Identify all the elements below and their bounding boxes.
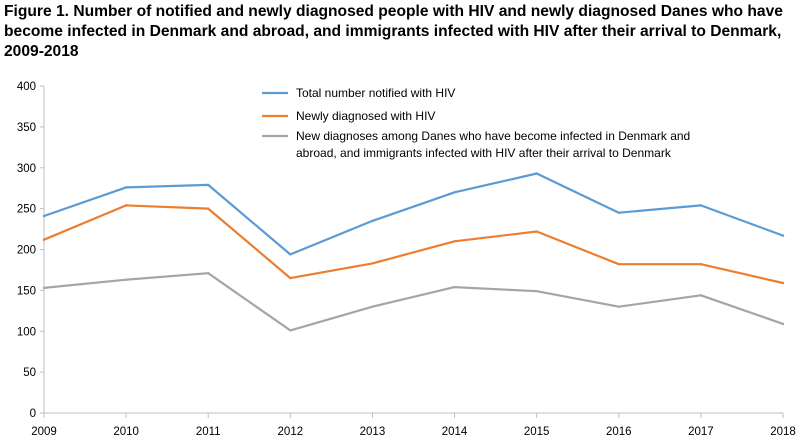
y-tick-label: 50: [23, 367, 36, 379]
data-point: [781, 281, 785, 285]
data-point: [371, 219, 374, 223]
x-tick-label: 2014: [442, 426, 468, 438]
data-point: [699, 204, 703, 207]
data-point: [535, 172, 538, 175]
chart-title: Figure 1. Number of notified and newly d…: [4, 3, 783, 60]
data-point: [453, 240, 456, 243]
series-line-2: [42, 204, 785, 285]
data-point: [371, 262, 374, 265]
y-tick-label: 200: [17, 245, 36, 257]
data-point: [289, 253, 292, 256]
data-point: [124, 278, 128, 281]
data-point: [617, 263, 620, 266]
data-point: [207, 272, 210, 275]
x-tick-label: 2011: [196, 426, 221, 438]
data-point: [617, 305, 620, 308]
data-point: [453, 191, 456, 194]
x-tick-label: 2016: [606, 426, 632, 438]
x-tick-label: 2013: [360, 426, 386, 438]
data-point: [289, 276, 292, 280]
x-tick-label: 2018: [770, 426, 796, 438]
data-point: [617, 211, 620, 214]
x-tick-label: 2012: [278, 426, 304, 438]
y-tick-label: 350: [17, 122, 36, 134]
y-tick-label: 400: [17, 81, 36, 93]
data-point: [371, 305, 374, 308]
data-point: [535, 230, 538, 233]
chart-lines: [42, 172, 785, 332]
data-point: [699, 294, 703, 297]
y-tick-label: 150: [17, 285, 36, 297]
x-tick-label: 2009: [31, 426, 57, 438]
data-point: [699, 263, 703, 266]
data-point: [289, 329, 292, 332]
y-tick-label: 0: [30, 408, 36, 420]
x-tick-label: 2015: [524, 426, 550, 438]
data-point: [42, 286, 46, 290]
x-tick-label: 2010: [113, 426, 139, 438]
legend-label-1: Total number notified with HIV: [296, 86, 455, 100]
data-point: [781, 322, 785, 326]
legend-label-3-line-1: New diagnoses among Danes who have becom…: [296, 129, 690, 143]
data-point: [124, 186, 128, 189]
y-tick-label: 100: [17, 326, 36, 338]
chart-axes: 0 50 100 150 200 250 300 350 400 2009 2010 2011 2012…: [17, 81, 796, 438]
data-point: [207, 183, 210, 187]
legend-label-3-line-2: abroad, and immigrants infected with HIV…: [296, 146, 672, 160]
series-line-3: [42, 272, 785, 332]
data-point: [207, 207, 210, 210]
chart-legend: Total number notified with HIV Newly diag…: [262, 86, 690, 160]
x-tick-label: 2017: [688, 426, 714, 438]
data-point: [453, 285, 456, 289]
y-tick-label: 250: [17, 204, 36, 216]
series-line-1: [42, 172, 785, 256]
legend-label-2: Newly diagnosed with HIV: [296, 109, 435, 123]
data-point: [535, 289, 538, 293]
data-point: [781, 234, 785, 237]
data-point: [42, 238, 46, 241]
data-point: [42, 214, 46, 218]
y-tick-label: 300: [17, 163, 36, 175]
data-point: [124, 204, 128, 207]
